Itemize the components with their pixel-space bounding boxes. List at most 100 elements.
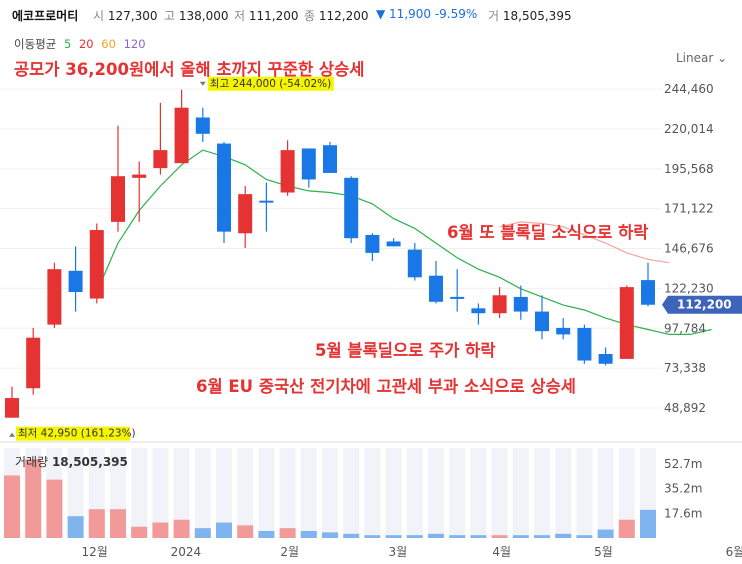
candle[interactable] xyxy=(577,324,592,364)
candle[interactable] xyxy=(68,246,83,312)
candle[interactable] xyxy=(386,238,401,247)
candle[interactable] xyxy=(195,107,210,142)
volume-bg-column xyxy=(385,448,402,538)
ma-120-label: 120 xyxy=(123,37,146,51)
time-tick-label: 5월 xyxy=(594,545,613,559)
volume-bar xyxy=(279,528,296,538)
time-axis: 12월 2024 2월 3월 4월 5월 6월 xyxy=(82,545,742,559)
candle[interactable] xyxy=(619,285,634,359)
volume-bar xyxy=(216,522,232,538)
candle[interactable] xyxy=(111,125,125,232)
candle-body xyxy=(535,311,549,332)
candle-body xyxy=(471,308,486,314)
price-tick-label: 195,568 xyxy=(664,162,714,176)
candle-body xyxy=(513,296,528,312)
candle[interactable] xyxy=(598,347,613,366)
volume-bg-column xyxy=(322,448,338,538)
volume-bar xyxy=(110,509,126,538)
candle-body xyxy=(259,200,274,203)
volume-bar xyxy=(512,535,529,538)
candle[interactable] xyxy=(323,141,337,173)
low-price: 저 111,200 xyxy=(234,9,299,23)
price-tick-label: 73,338 xyxy=(664,361,706,375)
candle[interactable] xyxy=(89,223,104,304)
volume-bar xyxy=(173,519,190,538)
volume-bar xyxy=(428,533,444,538)
candle[interactable] xyxy=(174,89,189,164)
candle-body xyxy=(280,150,295,193)
time-tick-label: 2월 xyxy=(280,545,299,559)
candle-body xyxy=(450,296,465,299)
volume-bar xyxy=(322,532,338,538)
candle[interactable] xyxy=(47,262,62,328)
volume-bar xyxy=(300,530,317,538)
candle[interactable] xyxy=(556,318,571,340)
candle-body xyxy=(365,234,380,253)
volume-bar xyxy=(194,528,211,538)
time-tick-label: 6월 xyxy=(726,545,742,559)
current-price-text: 112,200 xyxy=(677,298,732,312)
candle-body xyxy=(386,241,401,247)
candle-body xyxy=(111,176,125,222)
candle-body xyxy=(47,269,62,325)
candle[interactable] xyxy=(344,176,359,244)
candle[interactable] xyxy=(471,303,486,325)
candle-body xyxy=(323,145,337,173)
volume-bg-column xyxy=(216,448,232,538)
volume-bar xyxy=(237,525,254,538)
volume-bar xyxy=(25,459,42,538)
candle[interactable] xyxy=(217,141,231,244)
candle[interactable] xyxy=(407,243,422,281)
volume-bar xyxy=(67,516,84,538)
candle[interactable] xyxy=(513,285,528,320)
volume-bar xyxy=(555,533,572,538)
time-tick-label: 3월 xyxy=(388,545,407,559)
high-label: 최고 244,000 (-54.02%) xyxy=(210,78,331,90)
candle[interactable] xyxy=(280,140,295,196)
volume-bg-column xyxy=(618,448,635,538)
volume-bar xyxy=(491,535,508,538)
volume-bg-column xyxy=(300,448,317,538)
candle[interactable] xyxy=(492,287,507,319)
candle[interactable] xyxy=(5,386,19,418)
volume-bg-column xyxy=(534,448,550,538)
volume-bar xyxy=(131,526,148,538)
volume-bars xyxy=(4,448,656,538)
candle[interactable] xyxy=(259,182,274,232)
volume-tick-label: 17.6m xyxy=(664,506,702,520)
volume-bar xyxy=(88,509,105,538)
moving-average-legend[interactable]: 이동평균 5 20 60 120 xyxy=(14,36,146,52)
candle-body xyxy=(641,280,655,305)
candle-body xyxy=(89,230,104,299)
candle[interactable] xyxy=(132,161,147,222)
volume-bg-column xyxy=(152,448,169,538)
candle[interactable] xyxy=(26,327,41,395)
volume-bar xyxy=(152,522,169,538)
candle[interactable] xyxy=(153,102,168,175)
candle[interactable] xyxy=(238,185,253,248)
stock-header: 에코프로머티 시 127,300 고 138,000 저 111,200 종 1… xyxy=(0,0,742,30)
candle-body xyxy=(238,194,253,234)
candle-body xyxy=(174,107,189,164)
volume-bar xyxy=(576,535,593,538)
candle-body xyxy=(301,148,316,180)
volume-bg-column xyxy=(131,448,148,538)
candle[interactable] xyxy=(301,148,316,188)
low-label-bg xyxy=(16,426,130,441)
moving-average-line xyxy=(96,149,712,335)
candle[interactable] xyxy=(450,269,465,312)
candle[interactable] xyxy=(535,295,549,340)
volume-bar xyxy=(385,535,402,538)
candle-body xyxy=(195,117,210,134)
volume-bar xyxy=(343,533,360,538)
candle[interactable] xyxy=(365,233,380,262)
annotation-may-blockdeal: 5월 블록딜으로 주가 하락 xyxy=(315,341,496,360)
scale-mode-dropdown[interactable]: Linear ⌄ xyxy=(676,51,728,65)
volume-bar xyxy=(534,535,550,538)
candle[interactable] xyxy=(641,262,655,307)
candle-body xyxy=(217,143,231,232)
candle[interactable] xyxy=(429,261,443,304)
volume-bg-column xyxy=(406,448,423,538)
current-price-tag-bg xyxy=(662,295,742,314)
